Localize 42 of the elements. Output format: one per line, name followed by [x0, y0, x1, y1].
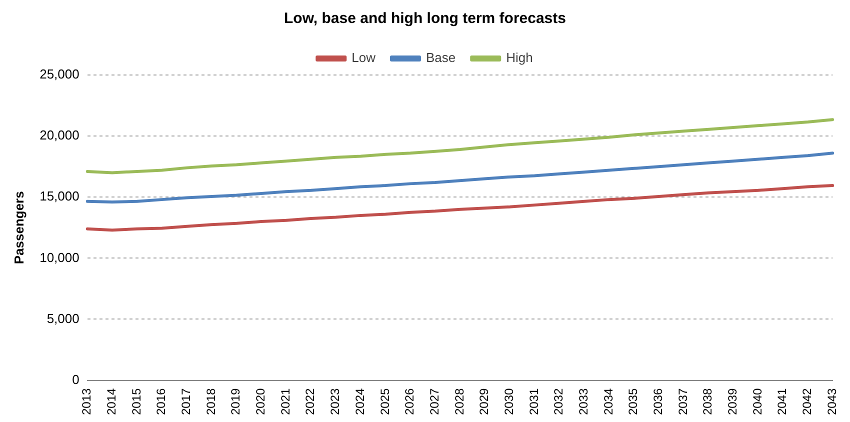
x-tick-label: 2029	[477, 388, 492, 416]
y-tick-label: 10,000	[40, 250, 80, 265]
legend-label: Low	[352, 50, 376, 66]
x-tick-label: 2018	[204, 388, 218, 416]
y-tick-label: 15,000	[40, 188, 80, 204]
x-tick-label: 2042	[800, 388, 814, 416]
x-tick-label: 2025	[378, 388, 392, 416]
x-tick-label: 2013	[80, 388, 94, 416]
x-tick-label: 2037	[676, 388, 690, 416]
y-tick-label: 5,000	[46, 310, 80, 326]
x-tick-label: 2041	[775, 388, 790, 416]
y-tick-label: 20,000	[40, 128, 80, 143]
x-tick-label: 2043	[824, 388, 839, 416]
x-tick-label: 2033	[576, 388, 590, 416]
x-tick-label: 2038	[700, 388, 715, 416]
x-tick-label: 2024	[352, 388, 367, 416]
x-tick-label: 2020	[254, 388, 268, 416]
x-tick-label: 2015	[129, 388, 144, 416]
x-tick-label: 2022	[303, 388, 318, 416]
x-tick-label: 2023	[328, 388, 342, 416]
legend-label: Base	[426, 50, 456, 66]
x-tick-label: 2035	[626, 388, 640, 416]
y-tick-label: 25,000	[40, 66, 80, 82]
x-tick-label: 2021	[278, 388, 292, 416]
x-tick-label: 2019	[228, 388, 243, 416]
x-tick-label: 2034	[601, 388, 616, 416]
x-tick-label: 2039	[726, 388, 740, 416]
x-tick-label: 2031	[526, 388, 541, 416]
chart-title: Low, base and high long term forecasts	[284, 10, 566, 28]
x-tick-label: 2027	[427, 388, 442, 416]
x-tick-label: 2016	[154, 388, 168, 416]
x-tick-label: 2017	[179, 388, 194, 416]
x-tick-label: 2036	[651, 388, 666, 416]
y-axis-title: Passengers	[11, 191, 26, 264]
x-tick-label: 2014	[104, 388, 119, 416]
y-tick-label: 0	[72, 372, 80, 387]
x-tick-label: 2028	[452, 388, 466, 416]
x-tick-label: 2026	[402, 388, 417, 416]
x-tick-label: 2030	[502, 388, 516, 416]
x-tick-label: 2040	[750, 388, 764, 416]
legend-label: High	[506, 50, 533, 66]
x-tick-label: 2032	[552, 388, 566, 416]
